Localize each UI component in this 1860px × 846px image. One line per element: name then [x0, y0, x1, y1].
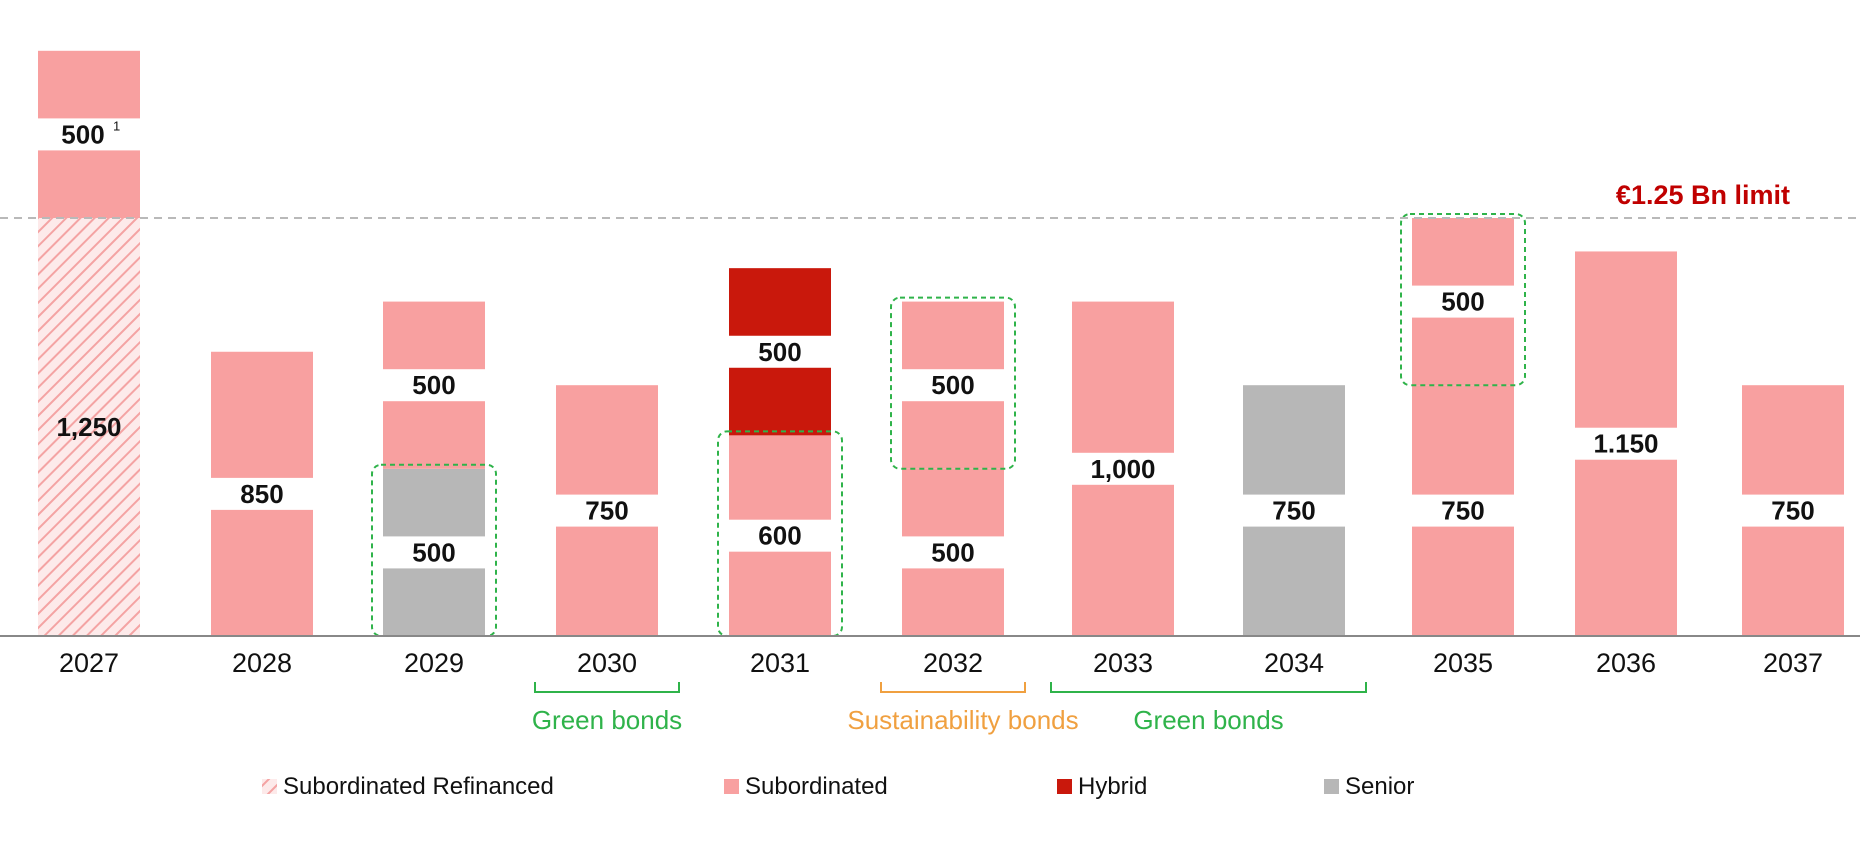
legend-layer: Subordinated Refinanced Subordinated Hybri… — [262, 773, 1414, 800]
data-label-2034-0: 750 — [1272, 496, 1315, 526]
label-band-2033-0 — [1071, 452, 1175, 485]
labels-layer: 1,250 500 1 850 500 500 750 600 500 500 500 1,000 75… — [37, 118, 1845, 569]
data-label-2032-1: 500 — [931, 370, 974, 400]
label-band-2029-1 — [382, 369, 486, 402]
label-band-2035-0 — [1411, 494, 1515, 527]
x-tick-label-2029: 2029 — [404, 648, 464, 678]
data-label-2029-1: 500 — [412, 370, 455, 400]
legend-label-senior: Senior — [1345, 773, 1414, 800]
label-band-2036-0 — [1574, 427, 1678, 460]
footnote-marker-2027: 1 — [113, 118, 120, 133]
x-tick-label-2036: 2036 — [1596, 648, 1656, 678]
label-band-2031-1 — [728, 335, 832, 368]
label-band-2029-0 — [382, 536, 486, 569]
data-label-2029-0: 500 — [412, 537, 455, 567]
label-band-2028-0 — [210, 477, 314, 510]
data-label-2032-0: 500 — [931, 537, 974, 567]
data-label-2035-1: 500 — [1441, 287, 1484, 317]
label-band-2037-0 — [1741, 494, 1845, 527]
label-band-2027-1 — [37, 118, 141, 151]
label-band-2032-1 — [901, 369, 1005, 402]
group-bracket-0 — [534, 682, 680, 693]
x-tick-label-2034: 2034 — [1264, 648, 1324, 678]
group-bracket-1 — [880, 682, 1026, 693]
data-label-2036-0: 1.150 — [1593, 429, 1658, 459]
x-tick-label-2035: 2035 — [1433, 648, 1493, 678]
group-label-0: Green bonds — [532, 705, 682, 735]
bar-segment-2027-0 — [38, 218, 140, 636]
data-label-2031-0: 600 — [758, 521, 801, 551]
data-label-2033-0: 1,000 — [1090, 454, 1155, 484]
data-label-2031-1: 500 — [758, 337, 801, 367]
legend-swatch-senior — [1324, 779, 1339, 794]
legend-swatch-subordinated — [724, 779, 739, 794]
x-tick-label-2031: 2031 — [750, 648, 810, 678]
group-label-2: Green bonds — [1133, 705, 1283, 735]
x-tick-label-2037: 2037 — [1763, 648, 1823, 678]
label-band-2035-1 — [1411, 285, 1515, 318]
limit-label: €1.25 Bn limit — [1616, 180, 1790, 210]
group-bracket-2 — [1050, 682, 1367, 693]
data-label-2037-0: 750 — [1771, 496, 1814, 526]
data-label-2027-0: 1,250 — [56, 412, 121, 442]
label-band-2034-0 — [1242, 494, 1346, 527]
x-tick-label-2028: 2028 — [232, 648, 292, 678]
data-label-2030-0: 750 — [585, 496, 628, 526]
group-label-1: Sustainability bonds — [847, 705, 1078, 735]
data-label-2028-0: 850 — [240, 479, 283, 509]
legend-label-hybrid: Hybrid — [1078, 773, 1147, 800]
legend-swatch-subordinated_refinanced — [262, 779, 277, 794]
label-band-2030-0 — [555, 494, 659, 527]
x-tick-label-2027: 2027 — [59, 648, 119, 678]
x-tick-label-2033: 2033 — [1093, 648, 1153, 678]
label-band-2032-0 — [901, 536, 1005, 569]
data-label-2035-0: 750 — [1441, 496, 1484, 526]
legend-label-subordinated_refinanced: Subordinated Refinanced — [283, 773, 554, 800]
data-label-2027-1: 500 — [61, 119, 104, 149]
label-band-2031-0 — [728, 519, 832, 552]
group-layer: Green bonds Sustainability bonds Green bon… — [532, 682, 1367, 735]
x-tick-label-2032: 2032 — [923, 648, 983, 678]
x-tick-label-2030: 2030 — [577, 648, 637, 678]
axis-layer: €1.25 Bn limit 2027 2028 2029 2030 2031 2032 20… — [0, 180, 1860, 678]
legend-swatch-hybrid — [1057, 779, 1072, 794]
legend-label-subordinated: Subordinated — [745, 773, 888, 800]
